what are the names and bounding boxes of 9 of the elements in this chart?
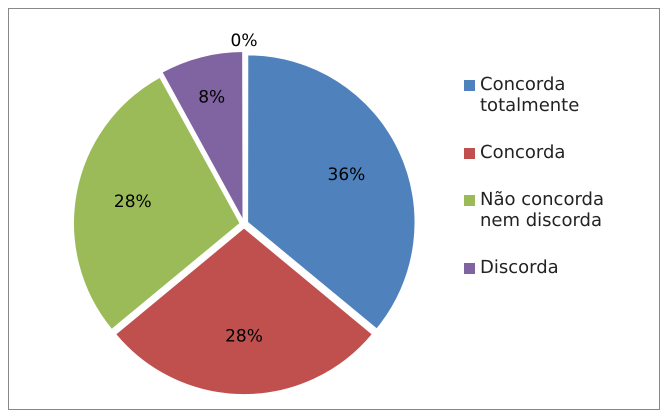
data-label: 28% bbox=[114, 192, 152, 212]
data-label: 36% bbox=[328, 165, 366, 186]
legend-label: Concorda totalmente bbox=[480, 74, 580, 116]
legend-label: Não concorda nem discorda bbox=[480, 189, 605, 231]
data-label: 28% bbox=[225, 326, 263, 347]
legend-label: Concorda bbox=[480, 142, 566, 163]
legend-label: Discorda bbox=[480, 257, 559, 278]
data-label: 8% bbox=[198, 88, 226, 108]
text: 0% bbox=[230, 30, 258, 51]
